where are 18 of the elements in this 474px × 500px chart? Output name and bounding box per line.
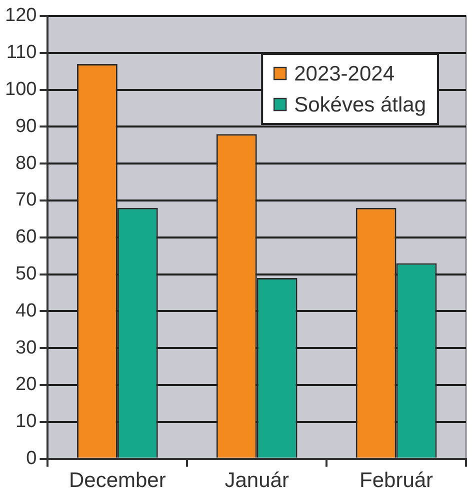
y-tick-label: 20 bbox=[16, 374, 37, 396]
legend-label: Sokéves átlag bbox=[294, 93, 426, 116]
y-tick-label: 10 bbox=[16, 411, 37, 432]
y-tick-label: 0 bbox=[26, 448, 37, 470]
legend-label: 2023-2024 bbox=[294, 62, 395, 86]
y-tick-label: 80 bbox=[16, 152, 37, 174]
y-tick-label: 90 bbox=[16, 116, 37, 137]
y-tick-label: 70 bbox=[16, 190, 37, 211]
x-tick-label: Február bbox=[360, 469, 434, 492]
y-tick-label: 40 bbox=[16, 300, 37, 322]
y-tick-label: 60 bbox=[16, 226, 37, 248]
y-tick-label: 120 bbox=[5, 5, 37, 26]
x-tick-label: December bbox=[68, 469, 166, 492]
y-tick-label: 30 bbox=[16, 337, 37, 358]
y-tick-label: 50 bbox=[16, 264, 37, 285]
y-tick-label: 100 bbox=[5, 79, 37, 100]
y-tick-label: 110 bbox=[6, 42, 37, 64]
x-tick-label: Január bbox=[224, 469, 289, 492]
